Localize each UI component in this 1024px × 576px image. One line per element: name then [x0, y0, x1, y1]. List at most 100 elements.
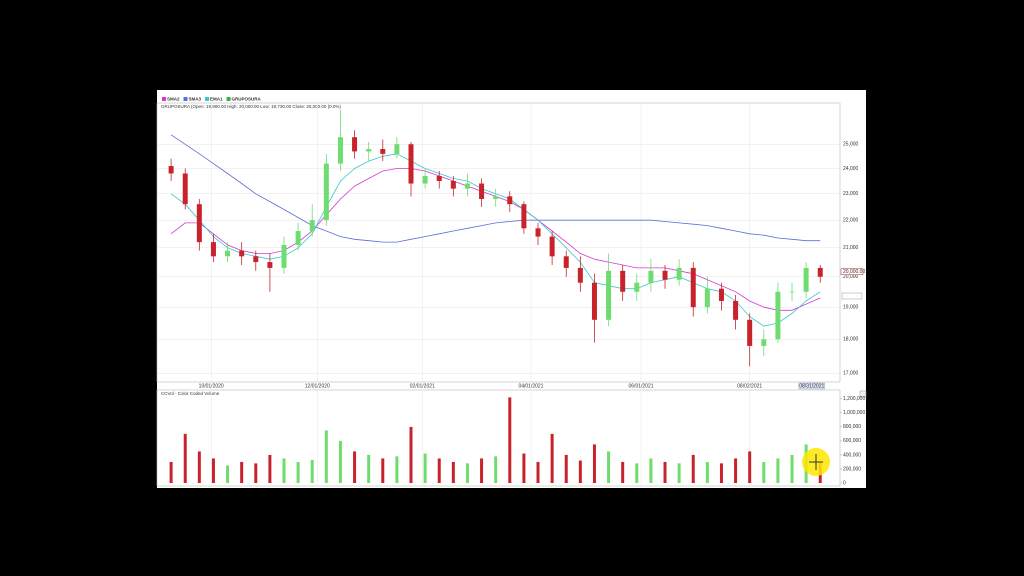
volume-bar — [705, 461, 709, 483]
x-tick-label: 10/01/2020 — [199, 383, 224, 389]
ma-line — [170, 134, 821, 243]
candle-body — [436, 175, 442, 182]
candle-body — [761, 339, 767, 346]
volume-bar — [578, 460, 582, 483]
x-tick-label: 02/01/2021 — [410, 383, 435, 389]
volume-bar — [409, 426, 413, 483]
candle-body — [507, 196, 513, 205]
volume-bar — [183, 433, 187, 483]
volume-panel — [156, 389, 841, 487]
volume-bar — [677, 463, 681, 483]
x-tick-label: 08/02/2021 — [737, 383, 762, 389]
candle-body — [535, 228, 541, 237]
axis-box — [841, 292, 863, 300]
volume-bar — [508, 397, 512, 483]
candle-body — [408, 144, 414, 184]
candle-body — [168, 166, 174, 174]
candle-body — [196, 204, 202, 243]
volume-bar — [592, 444, 596, 483]
candle-body — [789, 291, 795, 293]
candle-body — [676, 267, 682, 280]
x-tick-label: 04/01/2021 — [518, 383, 543, 389]
volume-bar — [268, 454, 272, 483]
volume-bar — [607, 451, 611, 483]
legend-label: GRUPOSURA — [232, 96, 262, 101]
y-tick-label: 400,000 — [843, 452, 861, 458]
volume-bar — [282, 458, 286, 483]
candle-body — [225, 250, 231, 257]
candle-body — [253, 256, 259, 263]
y-tick-label: 800,000 — [843, 424, 861, 430]
candle-body — [323, 163, 329, 221]
y-tick-label: 1,000,000 — [843, 410, 865, 416]
y-tick-label: 23,000 — [843, 191, 859, 197]
candle-body — [450, 181, 456, 189]
legend-label: SMA2 — [167, 96, 180, 101]
volume-bar — [338, 440, 342, 483]
volume-bar — [494, 456, 498, 483]
volume-bar — [790, 454, 794, 483]
candle-body — [267, 262, 273, 268]
volume-bar — [395, 456, 399, 483]
volume-bar — [635, 463, 639, 483]
candle-body — [394, 144, 400, 154]
volume-bar — [663, 461, 667, 483]
cursor-date-box — [798, 382, 825, 390]
volume-bar — [324, 430, 328, 483]
volume-bar — [734, 458, 738, 483]
volume-bar — [169, 461, 173, 483]
candle-body — [479, 183, 485, 199]
y-tick-label: 21,000 — [843, 245, 859, 251]
y-tick-label: 20,000 — [843, 274, 859, 280]
candle-body — [577, 267, 583, 283]
x-tick-label: 12/01/2020 — [305, 383, 330, 389]
volume-bar — [536, 461, 540, 483]
legend-swatch — [162, 97, 166, 101]
candle-body — [704, 288, 710, 308]
candle-body — [464, 183, 470, 189]
legend-label: EMA1 — [210, 96, 223, 101]
candle-body — [690, 267, 696, 308]
candle-body — [549, 236, 555, 257]
volume-bar — [226, 465, 230, 483]
volume-bar — [423, 453, 427, 483]
volume-bar — [381, 458, 385, 483]
y-tick-label: 18,000 — [843, 337, 859, 343]
panel-button[interactable] — [859, 390, 867, 398]
candle-body — [337, 137, 343, 164]
price-panel — [156, 102, 841, 383]
candle-body — [662, 270, 668, 280]
candle-body — [747, 319, 753, 346]
y-tick-label: 24,000 — [843, 166, 859, 172]
volume-bar — [480, 458, 484, 483]
volume-bar — [621, 461, 625, 483]
candle-body — [366, 149, 372, 152]
candle-body — [239, 250, 245, 257]
y-tick-label: 22,000 — [843, 217, 859, 223]
chart-window — [157, 90, 866, 488]
cursor-cross — [809, 454, 823, 470]
y-tick-label: 17,000 — [843, 371, 859, 377]
candle-body — [380, 149, 386, 154]
x-tick-label: 06/01/2021 — [629, 383, 654, 389]
price-marker-box — [840, 268, 864, 275]
volume-bar — [240, 461, 244, 483]
legend-swatch — [205, 97, 210, 101]
price-info: GRUPOSURA (Open: 19,900.00 High: 20,000.… — [161, 104, 341, 109]
volume-bar — [310, 459, 314, 483]
y-tick-label: 600,000 — [843, 438, 861, 444]
volume-bar — [564, 454, 568, 483]
legend-swatch — [183, 97, 188, 101]
candle-body — [620, 270, 626, 292]
price-marker-label: 20,000.00 — [843, 269, 865, 275]
candle-body — [733, 300, 739, 320]
volume-bar — [211, 458, 215, 483]
volume-bar — [451, 461, 455, 483]
candle-body — [606, 270, 612, 320]
candle-body — [803, 267, 809, 292]
candle-body — [210, 242, 216, 257]
cursor-date-label: 08/31/2021 — [799, 383, 824, 389]
candle-body — [295, 231, 301, 245]
legend-swatch — [226, 97, 231, 101]
volume-bar — [353, 451, 357, 483]
